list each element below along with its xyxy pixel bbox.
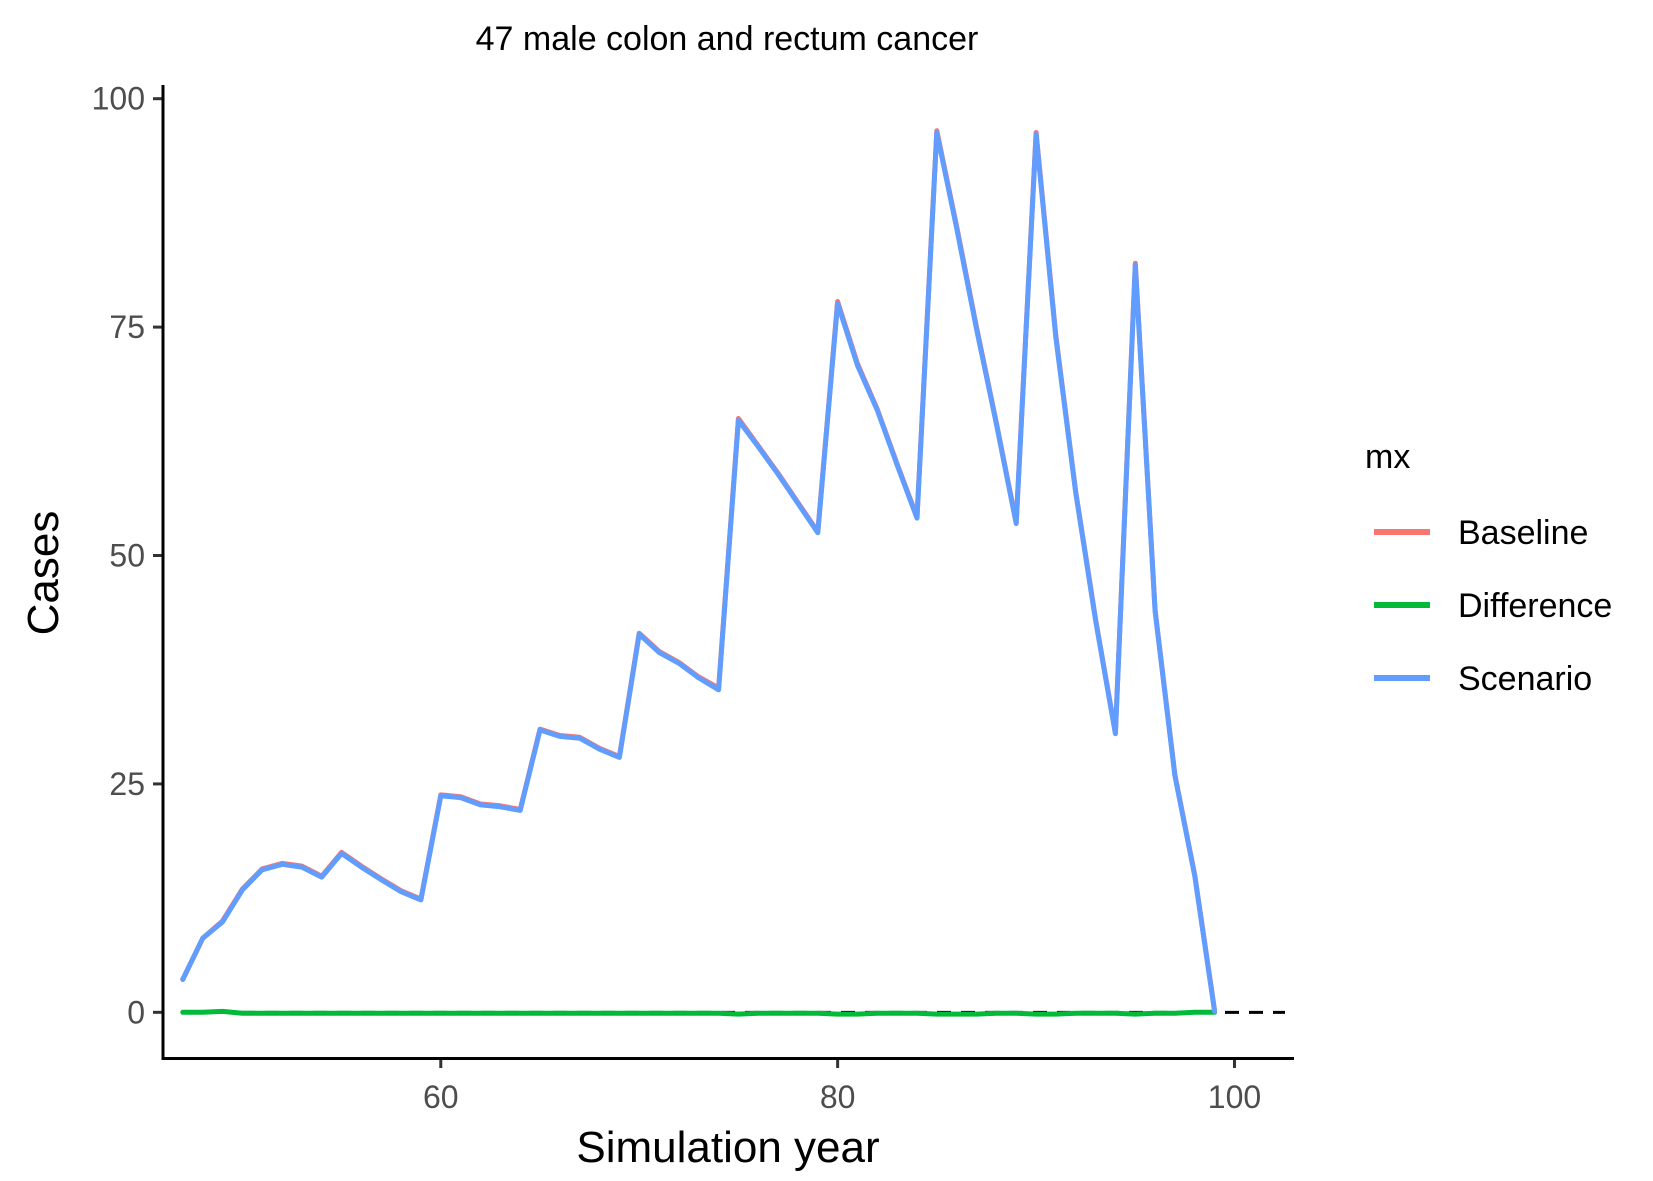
y-axis-label: Cases: [19, 511, 68, 636]
y-axis-ticks: 0 25 50 75 100: [92, 81, 163, 1030]
series-line-difference: [180, 1008, 1218, 1017]
y-tick-label: 75: [109, 309, 145, 345]
legend: mx Baseline Difference Scenario: [1365, 438, 1612, 698]
y-tick-label: 50: [109, 538, 145, 574]
legend-title: mx: [1365, 438, 1410, 476]
series-line-baseline: [180, 128, 1218, 1013]
series-layer: [180, 128, 1218, 1017]
x-tick-label: 80: [820, 1079, 856, 1115]
legend-label-baseline: Baseline: [1458, 514, 1588, 552]
x-tick-label: 100: [1208, 1079, 1261, 1115]
x-axis-label: Simulation year: [576, 1123, 879, 1172]
legend-label-difference: Difference: [1458, 587, 1612, 625]
x-tick-label: 60: [423, 1079, 459, 1115]
x-axis-ticks: 60 80 100: [423, 1058, 1261, 1115]
legend-label-scenario: Scenario: [1458, 660, 1592, 698]
y-tick-label: 0: [127, 994, 145, 1030]
series-line-scenario: [180, 130, 1218, 1014]
y-tick-label: 100: [92, 81, 145, 117]
chart-title: 47 male colon and rectum cancer: [476, 20, 979, 58]
y-tick-label: 25: [109, 766, 145, 802]
legend-items: Baseline Difference Scenario: [1374, 514, 1612, 698]
